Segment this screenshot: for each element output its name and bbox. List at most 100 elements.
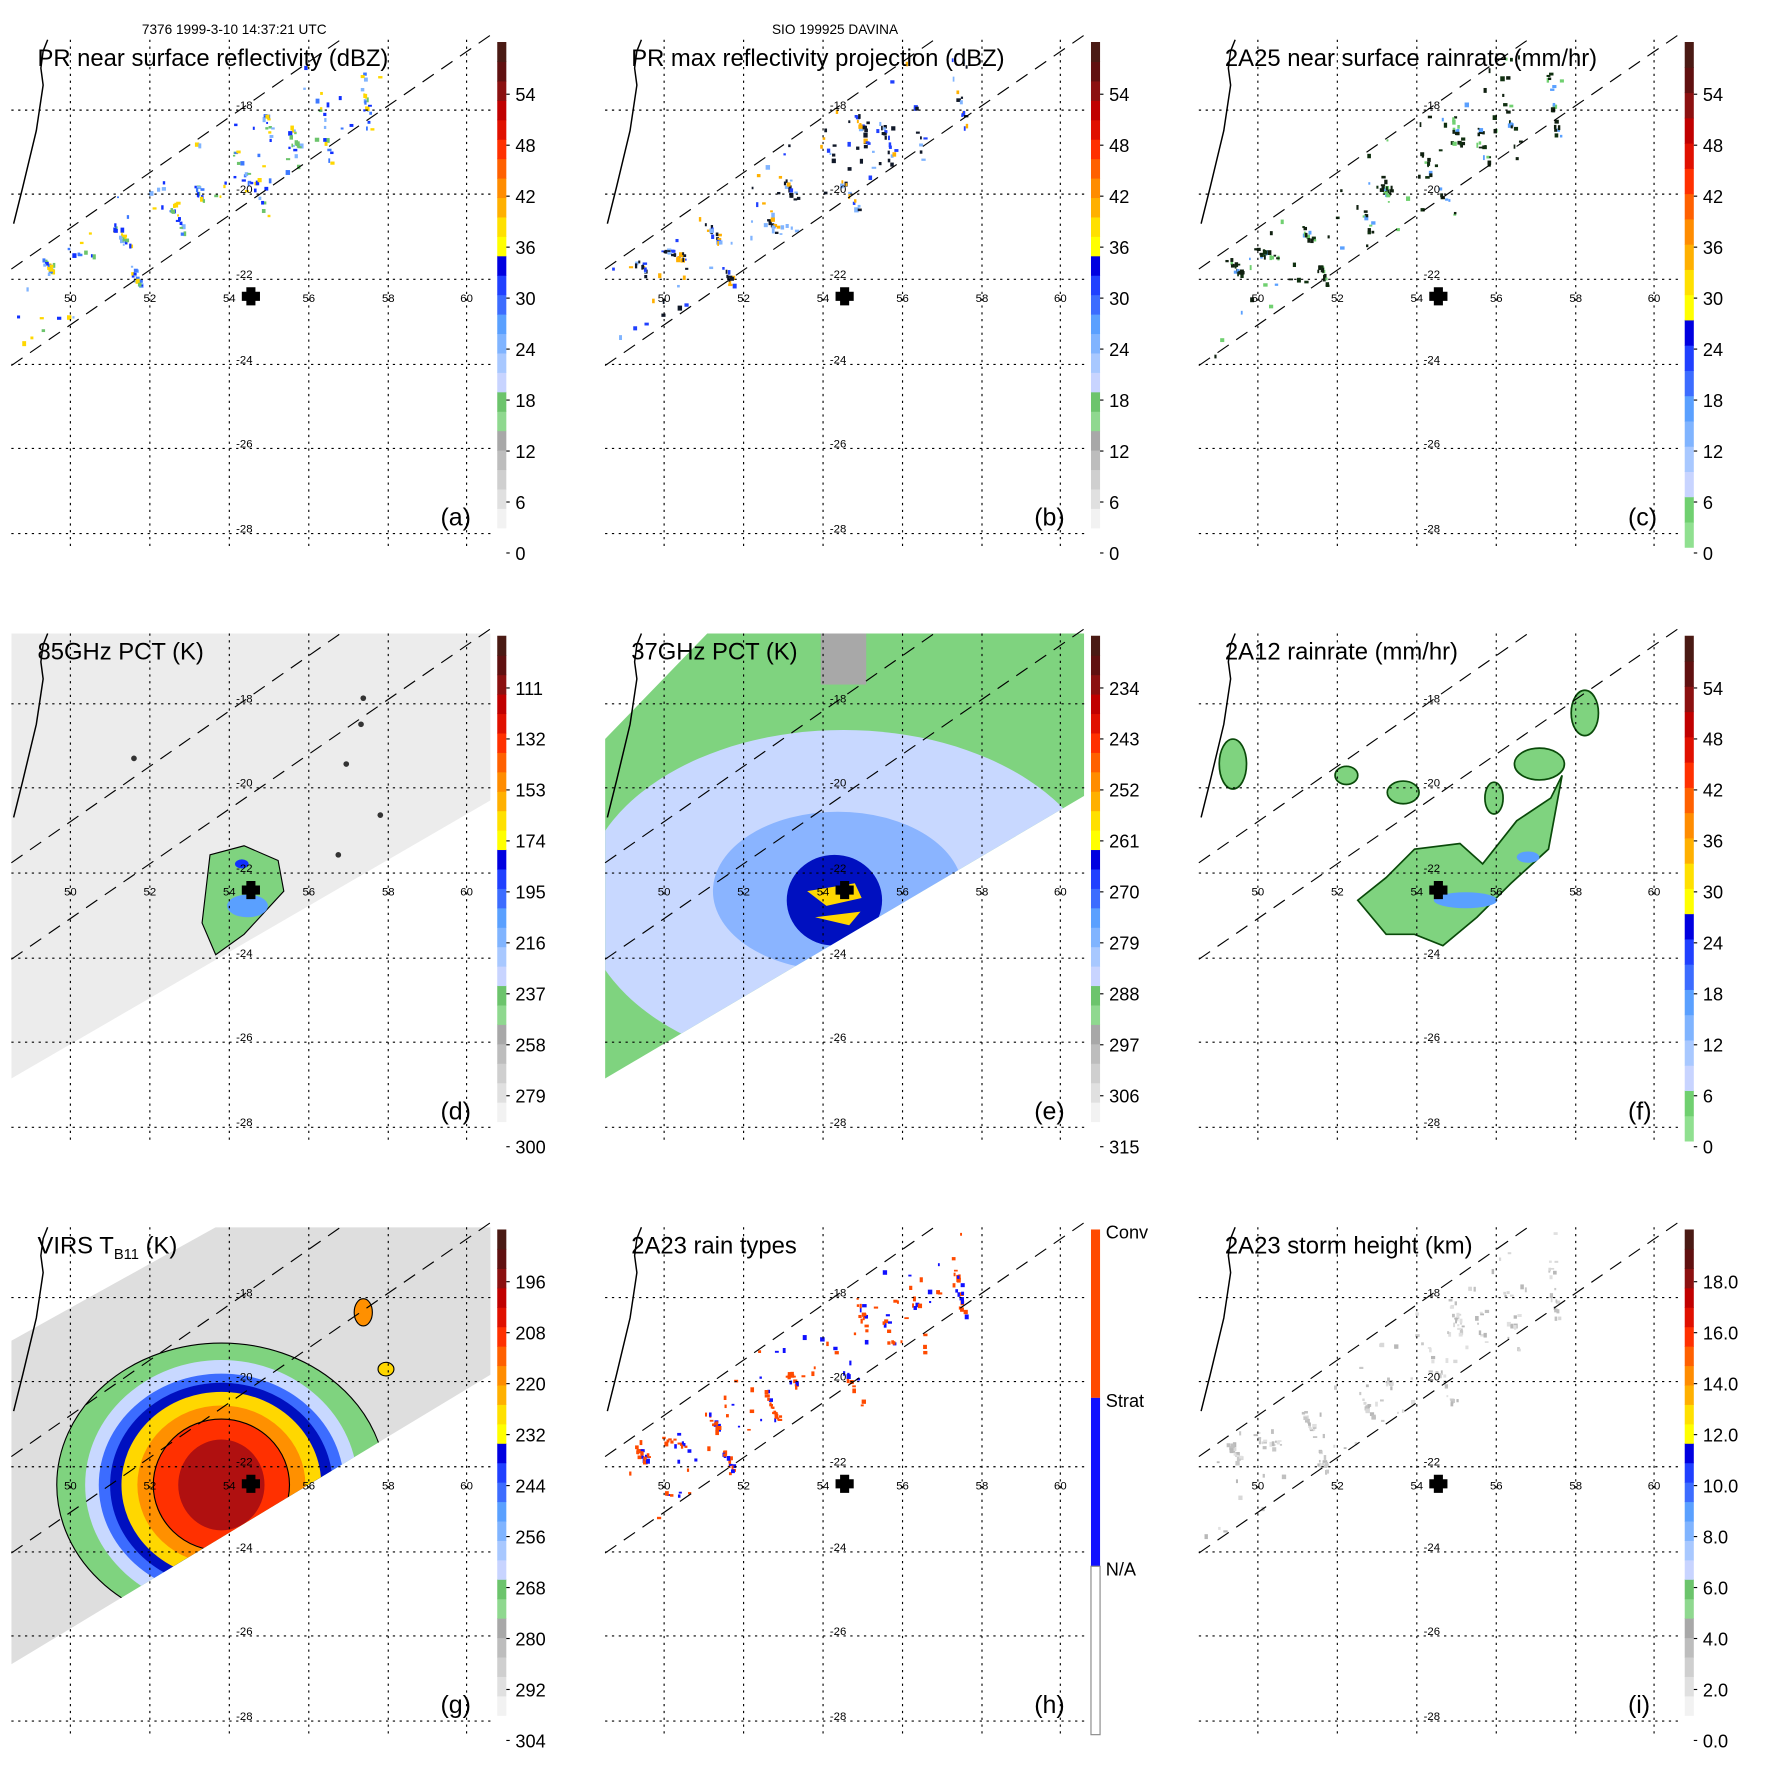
lon-label: 56: [1490, 293, 1503, 305]
rain-pixel: [883, 124, 887, 129]
rain-pixel: [161, 205, 164, 210]
rain-pixel: [1368, 182, 1371, 185]
rain-pixel: [890, 154, 894, 158]
colorbar-label: 304: [515, 1731, 545, 1751]
rain-pixel: [1559, 134, 1563, 138]
colorbar-label: 30: [515, 289, 535, 309]
colorbar-band: [497, 830, 507, 851]
rain-pixel: [1524, 1287, 1527, 1293]
lat-label: -28: [236, 1117, 252, 1129]
rain-pixel: [294, 154, 298, 159]
rain-pixel: [122, 234, 128, 238]
rain-pixel: [1553, 124, 1557, 129]
panel-letter: (h): [1034, 1691, 1065, 1719]
colorbar-label: Conv: [1106, 1223, 1149, 1243]
rain-pixel: [315, 98, 320, 104]
colorbar-band: [497, 1540, 507, 1561]
rain-pixel: [732, 283, 737, 289]
rain-pixel: [666, 1439, 670, 1443]
rain-pixel: [633, 326, 638, 331]
rain-pixel: [884, 1319, 889, 1324]
colorbar-band: [1684, 1115, 1694, 1142]
lat-label: -20: [236, 778, 252, 790]
colorbar-label: 18: [1109, 391, 1129, 411]
rain-pixel: [770, 223, 775, 228]
rain-pixel: [1263, 1439, 1268, 1443]
rain-pixel: [1340, 246, 1345, 250]
rain-pixel: [1449, 1306, 1453, 1309]
lat-label: -24: [1424, 948, 1440, 960]
colorbar: 18.0 16.0 14.0 12.0 10.0 8.0 6.0 4.0 2.0 0.0: [1684, 1229, 1738, 1751]
rain-pixel: [750, 220, 754, 223]
colorbar-band: [1090, 178, 1101, 199]
colorbar-band: [497, 488, 507, 509]
rain-pixel: [763, 223, 768, 228]
rain-pixel: [1253, 1434, 1259, 1437]
rain-pixel: [196, 186, 202, 189]
rain-pixel: [1234, 264, 1237, 269]
lon-label: 52: [1331, 887, 1344, 899]
colorbar-label: 30: [1703, 883, 1723, 903]
panel-letter: (f): [1628, 1097, 1652, 1125]
rain-pixel: [670, 1440, 674, 1444]
rain-pixel: [1513, 1315, 1517, 1319]
rain-pixel: [1558, 1316, 1562, 1321]
rain-pixel: [297, 146, 302, 149]
rain-pixel: [195, 187, 199, 193]
rain-pixel: [773, 223, 778, 227]
colorbar-label: 195: [515, 883, 545, 903]
rain-pixel: [859, 1303, 862, 1309]
rain-pixel: [1512, 1325, 1517, 1329]
rain-pixel: [865, 1329, 869, 1333]
colorbar-band: [1684, 686, 1694, 713]
rain-pixel: [1420, 208, 1425, 212]
colorbar-band: [1684, 1307, 1694, 1328]
heavy-rain: [1433, 892, 1498, 909]
rain-pixel: [1380, 184, 1386, 187]
rain-pixel: [196, 192, 200, 197]
rain-pixel: [953, 1269, 958, 1272]
lat-label: -26: [1424, 1032, 1440, 1044]
lon-label: 52: [737, 887, 750, 899]
rain-pixel: [1334, 1385, 1337, 1390]
colorbar-band: [1090, 868, 1101, 889]
lat-label: -28: [830, 1117, 846, 1129]
rain-pixel: [860, 1404, 864, 1407]
lon-label: 60: [460, 1480, 473, 1492]
colorbar-band: [497, 791, 507, 812]
colorbar-label: 0: [1109, 544, 1119, 564]
rain-pixel: [677, 256, 680, 259]
colorbar-band: [1090, 1024, 1101, 1045]
data-field: [629, 1232, 969, 1520]
rain-pixel: [643, 1460, 648, 1465]
rain-pixel: [1484, 1309, 1490, 1314]
rain-pixel: [263, 201, 267, 205]
rain-pixel: [117, 196, 119, 199]
rain-pixel: [677, 1494, 681, 1498]
rain-pixel: [1546, 77, 1550, 83]
rain-pixel: [1460, 143, 1464, 148]
colorbar-band: [497, 197, 507, 218]
colorbar-label: 234: [1109, 679, 1139, 699]
rain-pixel: [1397, 1411, 1399, 1414]
lon-label: 56: [302, 1480, 315, 1492]
rain-pixel: [1327, 235, 1330, 239]
lat-label: -18: [830, 694, 846, 706]
rain-pixel: [644, 1456, 647, 1460]
rain-pixel: [923, 1333, 928, 1337]
lon-label: 52: [144, 887, 157, 899]
colorbar-band: [497, 888, 507, 909]
colorbar: 54 48 42 36 30 24 18 12 6 0: [1090, 42, 1129, 564]
colorbar-band: [1684, 762, 1694, 788]
rain-pixel: [677, 1442, 682, 1445]
rain-pixel: [876, 129, 880, 134]
rain-pixel: [894, 149, 899, 152]
lon-label: 54: [817, 1480, 830, 1492]
rain-pixel: [1477, 127, 1480, 130]
rain-pixel: [777, 1418, 783, 1422]
rain-pixel: [887, 150, 890, 155]
rain-pixel: [644, 1454, 649, 1458]
rain-pixel: [776, 225, 781, 229]
rain-pixel: [686, 1468, 690, 1472]
